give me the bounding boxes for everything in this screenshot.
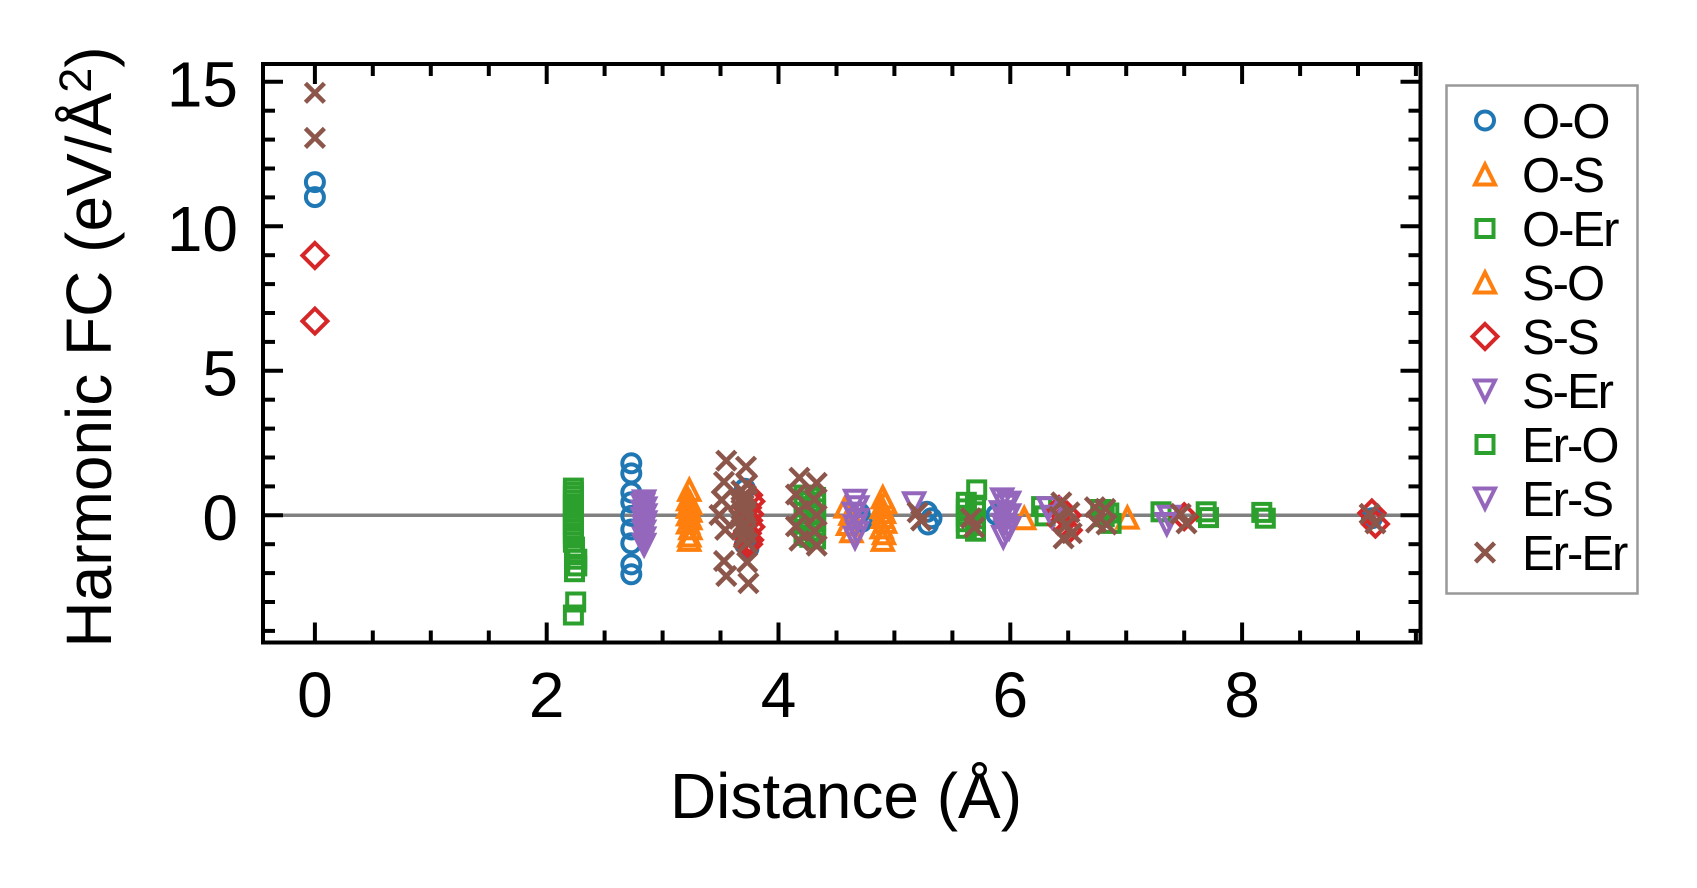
- svg-text:Distance (Å): Distance (Å): [670, 760, 1022, 832]
- svg-text:4: 4: [761, 659, 797, 731]
- svg-text:S-S: S-S: [1522, 311, 1598, 365]
- svg-text:O-Er: O-Er: [1522, 203, 1619, 257]
- svg-text:S-Er: S-Er: [1522, 365, 1614, 419]
- svg-text:8: 8: [1224, 659, 1260, 731]
- svg-text:10: 10: [167, 193, 238, 265]
- svg-text:15: 15: [167, 49, 238, 121]
- svg-text:O-O: O-O: [1522, 95, 1609, 149]
- svg-text:0: 0: [202, 482, 238, 554]
- svg-text:Er-Er: Er-Er: [1522, 527, 1628, 581]
- svg-text:Er-O: Er-O: [1522, 419, 1617, 473]
- svg-text:5: 5: [202, 338, 238, 410]
- svg-text:O-S: O-S: [1522, 149, 1603, 203]
- svg-text:S-O: S-O: [1522, 257, 1603, 311]
- svg-text:Harmonic FC (eV/Å2): Harmonic FC (eV/Å2): [50, 46, 125, 647]
- svg-text:6: 6: [993, 659, 1029, 731]
- svg-text:2: 2: [529, 659, 565, 731]
- svg-text:0: 0: [297, 659, 333, 731]
- svg-text:Er-S: Er-S: [1522, 473, 1612, 527]
